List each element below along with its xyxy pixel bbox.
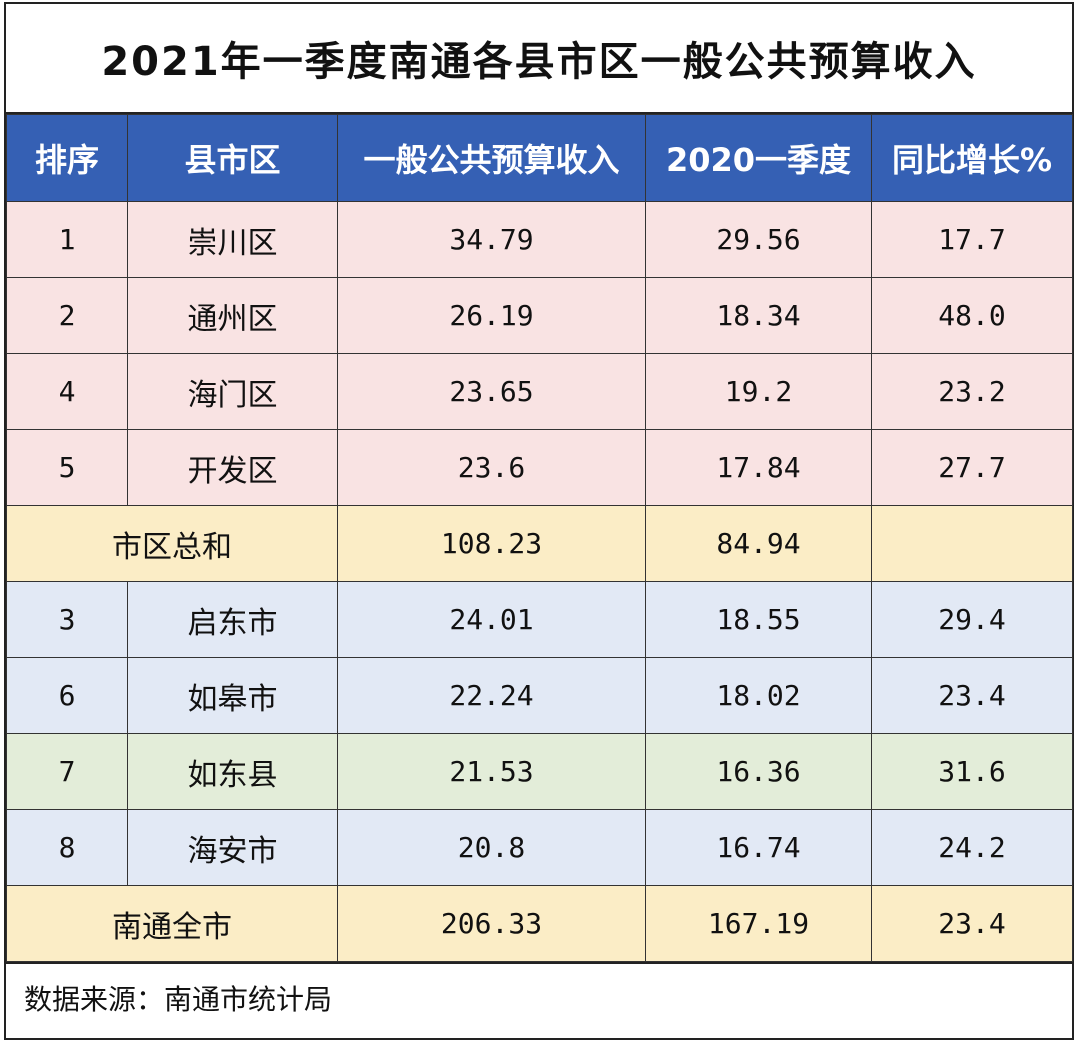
prev-year-cell: 18.02 (645, 657, 872, 734)
district-cell: 启东市 (127, 581, 338, 658)
table-row: 2 通州区 26.19 18.34 48.0 (6, 277, 1073, 354)
district-cell: 海安市 (127, 809, 338, 886)
growth-cell: 17.7 (871, 201, 1073, 278)
table-row: 4 海门区 23.65 19.2 23.2 (6, 353, 1073, 430)
header-district: 县市区 (127, 114, 338, 202)
rank-cell: 5 (6, 429, 128, 506)
growth-cell: 48.0 (871, 277, 1073, 354)
table-row: 6 如皋市 22.24 18.02 23.4 (6, 657, 1073, 734)
table-row: 3 启东市 24.01 18.55 29.4 (6, 581, 1073, 658)
district-cell: 开发区 (127, 429, 338, 506)
growth-cell: 23.4 (871, 885, 1073, 962)
growth-cell: 23.4 (871, 657, 1073, 734)
prev-year-cell: 18.34 (645, 277, 872, 354)
data-source: 数据来源：南通市统计局 (6, 962, 1072, 1032)
revenue-cell: 22.24 (337, 657, 646, 734)
table-frame: 2021年一季度南通各县市区一般公共预算收入 排序 县市区 一般公共预算收入 2… (4, 2, 1074, 1040)
district-cell: 崇川区 (127, 201, 338, 278)
district-cell: 如皋市 (127, 657, 338, 734)
header-rank: 排序 (6, 114, 128, 202)
growth-cell: 29.4 (871, 581, 1073, 658)
summary-label: 市区总和 (6, 505, 338, 582)
revenue-cell: 23.6 (337, 429, 646, 506)
growth-cell (871, 505, 1073, 582)
rank-cell: 2 (6, 277, 128, 354)
header-prev-year: 2020一季度 (645, 114, 872, 202)
prev-year-cell: 19.2 (645, 353, 872, 430)
revenue-cell: 108.23 (337, 505, 646, 582)
rank-cell: 3 (6, 581, 128, 658)
district-cell: 海门区 (127, 353, 338, 430)
table-row: 7 如东县 21.53 16.36 31.6 (6, 733, 1073, 810)
rank-cell: 7 (6, 733, 128, 810)
table-row: 5 开发区 23.6 17.84 27.7 (6, 429, 1073, 506)
revenue-cell: 21.53 (337, 733, 646, 810)
revenue-table: 排序 县市区 一般公共预算收入 2020一季度 同比增长% 1 崇川区 34.79 2… (6, 114, 1073, 962)
growth-cell: 23.2 (871, 353, 1073, 430)
rank-cell: 4 (6, 353, 128, 430)
revenue-cell: 24.01 (337, 581, 646, 658)
header-row: 排序 县市区 一般公共预算收入 2020一季度 同比增长% (6, 114, 1073, 202)
table-row: 8 海安市 20.8 16.74 24.2 (6, 809, 1073, 886)
revenue-cell: 26.19 (337, 277, 646, 354)
district-cell: 如东县 (127, 733, 338, 810)
rank-cell: 6 (6, 657, 128, 734)
header-growth: 同比增长% (871, 114, 1073, 202)
summary-row: 市区总和 108.23 84.94 (6, 505, 1073, 582)
page-title: 2021年一季度南通各县市区一般公共预算收入 (6, 4, 1072, 114)
revenue-cell: 20.8 (337, 809, 646, 886)
table-row: 1 崇川区 34.79 29.56 17.7 (6, 201, 1073, 278)
revenue-cell: 206.33 (337, 885, 646, 962)
header-revenue: 一般公共预算收入 (337, 114, 646, 202)
revenue-cell: 23.65 (337, 353, 646, 430)
rank-cell: 8 (6, 809, 128, 886)
prev-year-cell: 167.19 (645, 885, 872, 962)
summary-row: 南通全市 206.33 167.19 23.4 (6, 885, 1073, 962)
growth-cell: 31.6 (871, 733, 1073, 810)
revenue-cell: 34.79 (337, 201, 646, 278)
prev-year-cell: 84.94 (645, 505, 872, 582)
prev-year-cell: 16.36 (645, 733, 872, 810)
district-cell: 通州区 (127, 277, 338, 354)
prev-year-cell: 16.74 (645, 809, 872, 886)
rank-cell: 1 (6, 201, 128, 278)
summary-label: 南通全市 (6, 885, 338, 962)
growth-cell: 24.2 (871, 809, 1073, 886)
prev-year-cell: 29.56 (645, 201, 872, 278)
growth-cell: 27.7 (871, 429, 1073, 506)
prev-year-cell: 17.84 (645, 429, 872, 506)
prev-year-cell: 18.55 (645, 581, 872, 658)
